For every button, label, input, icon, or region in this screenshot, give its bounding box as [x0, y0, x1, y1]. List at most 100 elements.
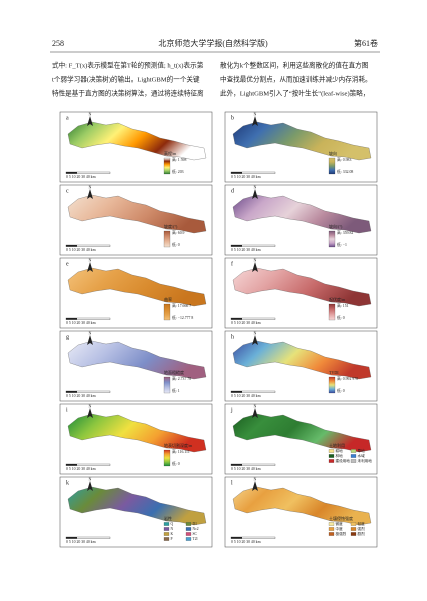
legend-ramp: [163, 449, 171, 467]
study-area-map: [232, 340, 372, 380]
legend-low: 低: 332.08: [337, 169, 353, 174]
legend-ramp: [328, 157, 336, 175]
study-area-map: [67, 267, 207, 307]
north-arrow: [252, 408, 258, 418]
scale-bar-fill: [231, 245, 242, 247]
panel-label: k: [66, 480, 69, 486]
north-label: N: [254, 476, 257, 481]
scale-bar-label: 0 5 10 20 30 40 km: [66, 175, 96, 179]
legend-low: 低: 1: [172, 388, 180, 393]
legend-swatch: [163, 532, 170, 536]
panel-label: d: [231, 188, 234, 194]
legend-high: 高: 116.111: [172, 449, 190, 454]
north-label: N: [89, 257, 92, 262]
scale-bar-label: 0 5 10 20 30 40 km: [66, 321, 96, 325]
scale-bar-label: 0 5 10 20 30 40 km: [231, 248, 261, 252]
body-line: t个弱学习器(决策树)的输出。LightGBM的一个关键: [52, 75, 200, 84]
scale-bar-fill: [231, 391, 242, 393]
legend-swatch: [350, 522, 357, 526]
legend-title: 坡度/(°): [164, 223, 178, 229]
legend-title: 岩性: [164, 515, 172, 521]
legend-swatch: [328, 459, 335, 463]
scale-bar-label: 0 5 10 20 30 40 km: [231, 394, 261, 398]
body-line: 式中: F_T(x)表示模型在第T轮的预测值; h_t(x)表示第: [52, 61, 204, 70]
scale-bar-fill: [66, 318, 77, 320]
legend-low: 低: 0: [337, 315, 345, 320]
north-label: N: [89, 330, 92, 335]
panel-label: e: [66, 261, 69, 267]
scale-bar-label: 0 5 10 20 30 40 km: [66, 540, 96, 544]
legend-class: T2l: [193, 537, 198, 541]
study-area-map: [232, 194, 372, 234]
panel-label: j: [230, 407, 233, 413]
map-panel: c N 0 5 10 20 30 40 km 坡度/(°)高: 60.9 低: 0: [59, 184, 213, 256]
north-arrow: [87, 116, 93, 126]
legend-swatch: [185, 527, 192, 531]
legend-ramp: [163, 376, 171, 394]
legend-swatch: [185, 532, 192, 536]
study-area-map: [67, 413, 207, 453]
scale-bar-fill: [66, 537, 77, 539]
body-line: 此外，LightGBM引入了“按叶生长”(leaf-wise)策略，: [220, 89, 369, 98]
legend-ramp: [163, 230, 171, 248]
page-number: 258: [52, 39, 64, 48]
north-arrow: [252, 262, 258, 272]
legend-class: 未利用地: [358, 458, 373, 463]
legend-class: 草地: [358, 448, 366, 453]
scale-bar-fill: [231, 318, 242, 320]
north-label: N: [89, 111, 92, 116]
legend-class: K: [171, 532, 174, 536]
legend-swatch: [185, 522, 192, 526]
north-label: N: [89, 403, 92, 408]
panel-label: g: [66, 334, 69, 340]
legend-swatch: [185, 537, 192, 541]
map-panel: i N 0 5 10 20 30 40 km 地表切割深度/m高: 116.111 低:…: [59, 403, 213, 475]
north-label: N: [89, 476, 92, 481]
legend-class: 建设用地: [336, 458, 351, 463]
map-panel: b N 0 5 10 20 30 40 km 坡向高: 0.983 低: 332.08: [224, 111, 378, 183]
scale-bar-fill: [66, 391, 77, 393]
legend-title: 土地利用: [329, 442, 345, 448]
scale-bar-label: 0 5 10 20 30 40 km: [231, 321, 261, 325]
legend-class: 极强烈: [336, 531, 347, 536]
legend-title: 坡向: [329, 150, 337, 156]
legend-swatch: [163, 537, 170, 541]
legend-class: 剧烈: [358, 531, 366, 536]
north-arrow: [87, 189, 93, 199]
legend-swatch: [328, 532, 335, 536]
body-line: 中查找最优分割点，从而加速训练并减少内存消耗。: [220, 75, 372, 84]
legend-ramp: [328, 303, 336, 321]
map-panel: f N 0 5 10 20 30 40 km 起伏度/m高: 151 低: 0: [224, 257, 378, 329]
legend-ramp: [328, 230, 336, 248]
legend-class: 中度: [336, 526, 344, 531]
scale-bar-fill: [66, 172, 77, 174]
legend-high: 高: 0.983: [337, 157, 351, 162]
north-label: N: [254, 403, 257, 408]
journal-title: 北京师范大学学报(自然科学版): [158, 38, 268, 48]
legend-high: 高: 2.737 78: [172, 376, 191, 381]
panel-label: c: [66, 188, 69, 194]
legend-low: 低: 0: [337, 388, 345, 393]
legend-title: 地面粗糙度: [164, 369, 184, 375]
legend-class: 林地: [336, 453, 344, 458]
study-area-map: [232, 486, 372, 526]
legend-high: 高: 151: [337, 303, 349, 308]
legend-title: 高程/m: [164, 150, 177, 156]
legend-swatch: [163, 527, 170, 531]
panel-label: a: [66, 115, 69, 121]
north-label: N: [89, 184, 92, 189]
legend-low: 低: 0: [172, 242, 180, 247]
map-panel: e N 0 5 10 20 30 40 km 曲率高: 17.666 7 低: −12.…: [59, 257, 213, 329]
legend-swatch: [350, 449, 357, 453]
legend-swatch: [350, 459, 357, 463]
north-arrow: [87, 335, 93, 345]
legend-swatch: [350, 527, 357, 531]
panel-label: h: [231, 334, 234, 340]
legend-class: D1: [193, 522, 198, 526]
legend-high: 高: 17.666 7: [172, 303, 191, 308]
legend-title: 地表切割深度/m: [164, 442, 193, 448]
